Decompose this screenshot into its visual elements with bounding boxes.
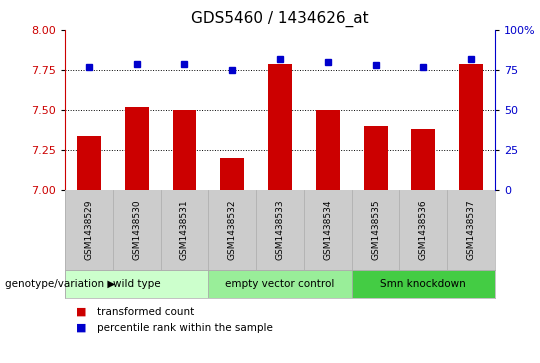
Bar: [220, 158, 244, 190]
Text: ■: ■: [76, 323, 86, 333]
Bar: [352, 270, 495, 298]
Bar: [208, 270, 352, 298]
Text: GSM1438533: GSM1438533: [275, 200, 285, 260]
Text: wild type: wild type: [113, 279, 160, 289]
Bar: [363, 126, 388, 190]
Bar: [125, 107, 148, 190]
Bar: [411, 129, 435, 190]
Title: GDS5460 / 1434626_at: GDS5460 / 1434626_at: [191, 11, 369, 27]
Bar: [316, 110, 340, 190]
Text: GSM1438536: GSM1438536: [419, 200, 428, 260]
Text: percentile rank within the sample: percentile rank within the sample: [97, 323, 273, 333]
Bar: [268, 64, 292, 190]
Text: GSM1438530: GSM1438530: [132, 200, 141, 260]
Bar: [172, 110, 197, 190]
Text: GSM1438532: GSM1438532: [228, 200, 237, 260]
Text: empty vector control: empty vector control: [225, 279, 335, 289]
Text: GSM1438534: GSM1438534: [323, 200, 332, 260]
Text: GSM1438529: GSM1438529: [84, 200, 93, 260]
Text: ■: ■: [76, 307, 86, 317]
Bar: [459, 64, 483, 190]
Text: GSM1438537: GSM1438537: [467, 200, 476, 260]
Text: Smn knockdown: Smn knockdown: [381, 279, 466, 289]
Bar: [77, 136, 101, 190]
Text: GSM1438535: GSM1438535: [371, 200, 380, 260]
Text: transformed count: transformed count: [97, 307, 194, 317]
Text: genotype/variation ▶: genotype/variation ▶: [5, 279, 116, 289]
Text: GSM1438531: GSM1438531: [180, 200, 189, 260]
Bar: [65, 270, 208, 298]
